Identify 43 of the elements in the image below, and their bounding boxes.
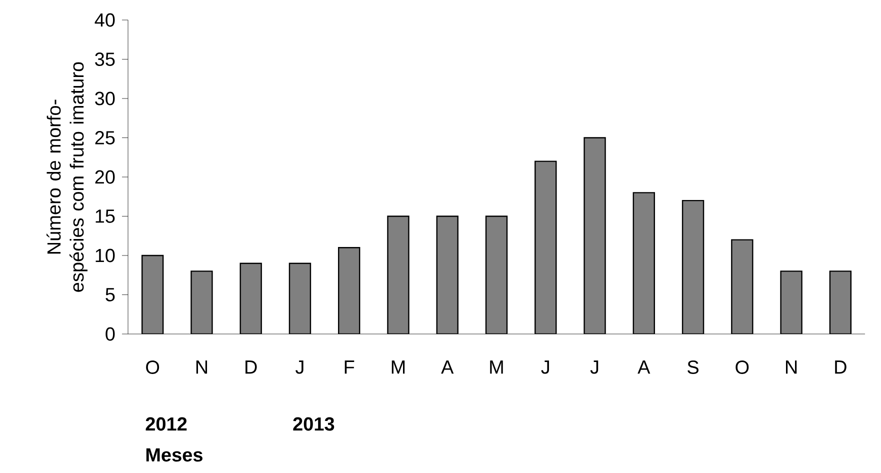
y-tick-label: 40 xyxy=(94,13,115,27)
bar xyxy=(584,137,606,334)
bar xyxy=(829,270,852,334)
bar xyxy=(338,247,360,334)
bar xyxy=(780,270,802,334)
x-tick-label: D xyxy=(835,360,846,374)
x-tick-label: O xyxy=(736,360,749,374)
bar xyxy=(485,216,508,334)
y-tick-label: 5 xyxy=(106,288,115,302)
bar xyxy=(731,239,754,334)
x-tick-label: A xyxy=(638,360,650,374)
bar xyxy=(190,270,213,334)
x-tick-label: J xyxy=(590,360,598,374)
x-tick-label: S xyxy=(688,360,698,374)
bar xyxy=(387,216,410,334)
x-tick-label: M xyxy=(490,360,503,374)
bar xyxy=(240,262,262,334)
y-tick-label: 20 xyxy=(95,170,115,184)
bar xyxy=(632,192,655,334)
y-tick-label: 25 xyxy=(95,131,115,144)
x-tick-label: M xyxy=(392,360,405,374)
y-tick-label: 30 xyxy=(95,92,115,106)
text: 2012 xyxy=(146,417,187,431)
x-tick-label: J xyxy=(296,360,304,374)
bar xyxy=(682,200,704,334)
x-tick-label: J xyxy=(541,360,549,374)
bar xyxy=(436,216,458,334)
y-tick-label: 15 xyxy=(96,210,115,223)
bar xyxy=(141,254,164,334)
y-tick-label: 35 xyxy=(95,52,115,66)
bar xyxy=(288,262,312,334)
x-tick-label: D xyxy=(246,360,257,374)
x-tick-label: F xyxy=(344,360,354,374)
text: 2013 xyxy=(293,417,334,431)
x-tick-label: N xyxy=(786,360,797,374)
bar xyxy=(534,160,557,334)
x-tick-label: A xyxy=(441,360,454,374)
y-tick-label: 0 xyxy=(106,327,115,341)
y-tick-label: 10 xyxy=(96,248,115,262)
y-axis-title: Número de morfo-espécies com fruto imaturo xyxy=(46,62,88,292)
x-tick-label: N xyxy=(196,360,208,374)
x-tick-label: O xyxy=(146,360,160,374)
x-axis-title: Meses xyxy=(146,448,202,462)
